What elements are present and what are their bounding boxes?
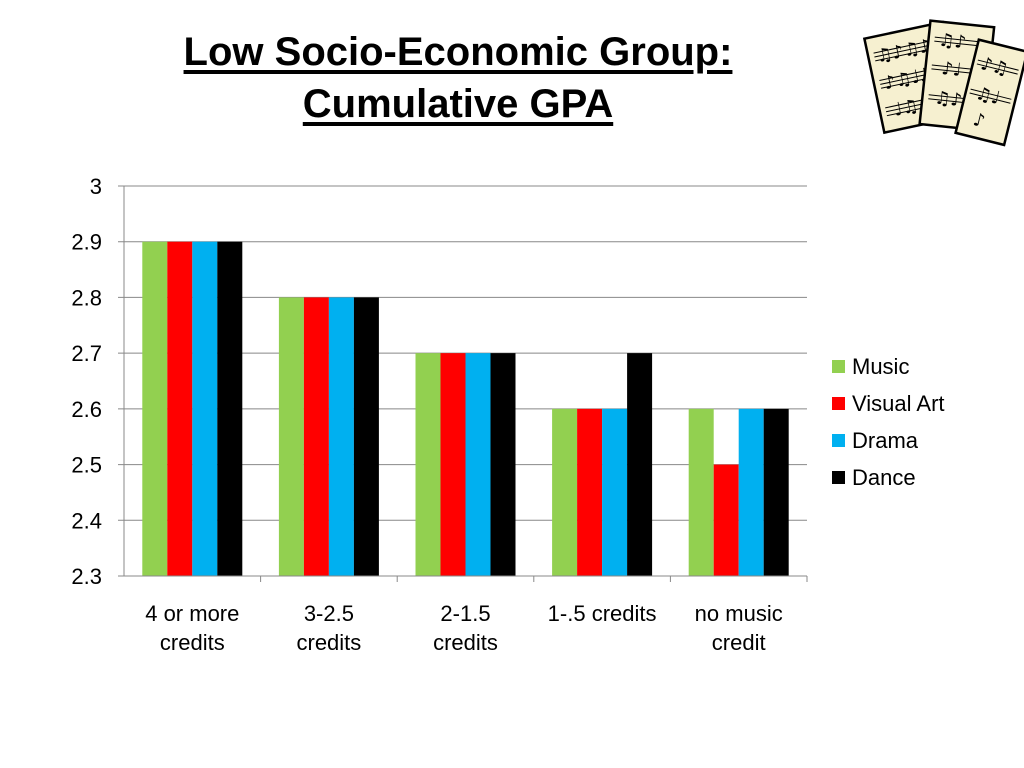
legend: Music Visual Art Drama Dance <box>832 348 945 496</box>
legend-swatch <box>832 471 845 484</box>
bar-dance <box>353 297 379 576</box>
x-tick-label: 1-.5 credits <box>548 601 657 626</box>
bar-dance <box>217 241 243 576</box>
svg-text:♪: ♪ <box>971 109 987 132</box>
legend-swatch <box>832 434 845 447</box>
x-tick-label: 2-1.5 credits <box>433 601 498 655</box>
bars <box>142 241 789 576</box>
bar-drama <box>192 241 218 576</box>
legend-label: Visual Art <box>852 390 945 416</box>
bar-drama <box>738 408 764 576</box>
legend-swatch <box>832 397 845 410</box>
bar-visual-art <box>440 353 466 576</box>
svg-text:♫♪: ♫♪ <box>933 87 963 111</box>
bar-visual-art <box>577 408 603 576</box>
bar-drama <box>602 408 628 576</box>
x-tick-label: no music credit <box>695 601 783 655</box>
y-tick-label: 2.3 <box>71 564 102 589</box>
x-tick-label: 4 or more credits <box>145 601 239 655</box>
slide-title: Low Socio-Economic Group: Cumulative GPA <box>0 26 916 130</box>
x-tick-label: 3-2.5 credits <box>297 601 362 655</box>
legend-item-dance: Dance <box>832 459 945 496</box>
title-line-2: Cumulative GPA <box>302 82 614 126</box>
bar-music <box>552 408 578 576</box>
tick-labels: 2.3 2.4 2.5 2.6 2.7 2.8 2.9 3 4 or more credits 3-… <box>71 174 782 655</box>
svg-text:♪♩: ♪♩ <box>940 58 962 81</box>
y-tick-label: 2.5 <box>71 453 102 478</box>
legend-item-drama: Drama <box>832 422 945 459</box>
bar-dance <box>490 353 516 576</box>
bar-music <box>278 297 304 576</box>
bar-dance <box>763 408 789 576</box>
title-line-1: Low Socio-Economic Group: <box>183 30 733 74</box>
bar-dance <box>627 353 653 576</box>
bar-music <box>142 241 168 576</box>
y-tick-label: 2.6 <box>71 397 102 422</box>
y-tick-label: 2.9 <box>71 230 102 255</box>
legend-label: Dance <box>852 464 916 490</box>
legend-label: Music <box>852 353 910 379</box>
legend-item-visual-art: Visual Art <box>832 385 945 422</box>
y-tick-label: 2.7 <box>71 341 102 366</box>
bar-visual-art <box>167 241 193 576</box>
axes <box>123 186 808 582</box>
svg-text:♫♪: ♫♪ <box>937 30 967 54</box>
bar-music <box>688 408 714 576</box>
bar-music <box>415 353 441 576</box>
y-tick-label: 2.4 <box>71 508 102 533</box>
bar-drama <box>465 353 491 576</box>
sheet-music-icon: ♫♪♫♪ ♪♫♩♪ ♩♫♪ ♫♪ ♪♩ ♫♪ <box>860 14 1024 154</box>
bar-visual-art <box>303 297 329 576</box>
y-tick-label: 2.8 <box>71 285 102 310</box>
legend-label: Drama <box>852 427 919 453</box>
y-tick-label: 3 <box>90 174 102 199</box>
legend-item-music: Music <box>832 348 945 385</box>
bar-drama <box>328 297 354 576</box>
legend-swatch <box>832 360 845 373</box>
bar-visual-art <box>713 464 739 576</box>
